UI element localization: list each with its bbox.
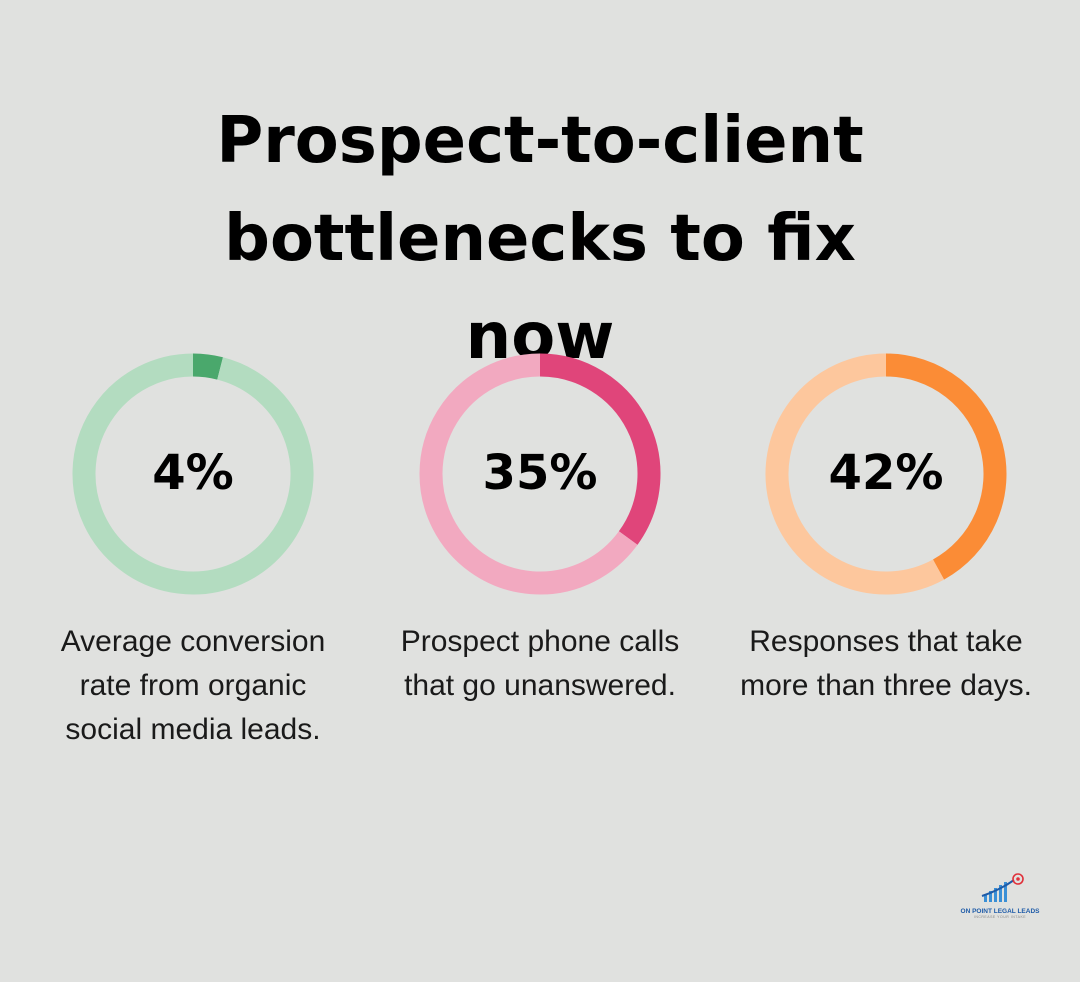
value-label: 4%	[152, 445, 234, 501]
title: Prospect-to-client bottlenecks to fix no…	[0, 92, 1080, 386]
donut-segment	[72, 353, 314, 595]
logo-name: ON POINT LEGAL LEADS	[960, 908, 1040, 915]
donut-block: 4% Average conversion rate from organic s…	[23, 350, 363, 752]
title-text: Prospect-to-client bottlenecks to fix no…	[216, 104, 864, 374]
donut-block: 42% Responses that take more than three d…	[716, 350, 1056, 708]
donut-chart: 35%	[419, 353, 661, 595]
donut-block: 35% Prospect phone calls that go unanswer…	[370, 350, 710, 708]
logo: ON POINT LEGAL LEADS INCREASE YOUR INTAK…	[955, 872, 1045, 919]
donut-segment	[765, 353, 945, 595]
donut-segment	[885, 353, 1007, 580]
donut-segment	[192, 353, 223, 380]
logo-tagline: INCREASE YOUR INTAKE	[973, 915, 1027, 919]
value-label: 42%	[829, 445, 944, 501]
donut-chart: 42%	[765, 353, 1007, 595]
caption: Average conversion rate from organic soc…	[60, 625, 326, 746]
caption: Prospect phone calls that go unanswered.	[400, 625, 680, 702]
logo-icon	[981, 873, 1024, 902]
donut-chart: 4%	[72, 353, 314, 595]
donut-segment	[419, 353, 638, 595]
value-label: 35%	[483, 445, 598, 501]
donut-segment	[539, 353, 661, 545]
caption: Responses that take more than three days…	[740, 625, 1032, 702]
